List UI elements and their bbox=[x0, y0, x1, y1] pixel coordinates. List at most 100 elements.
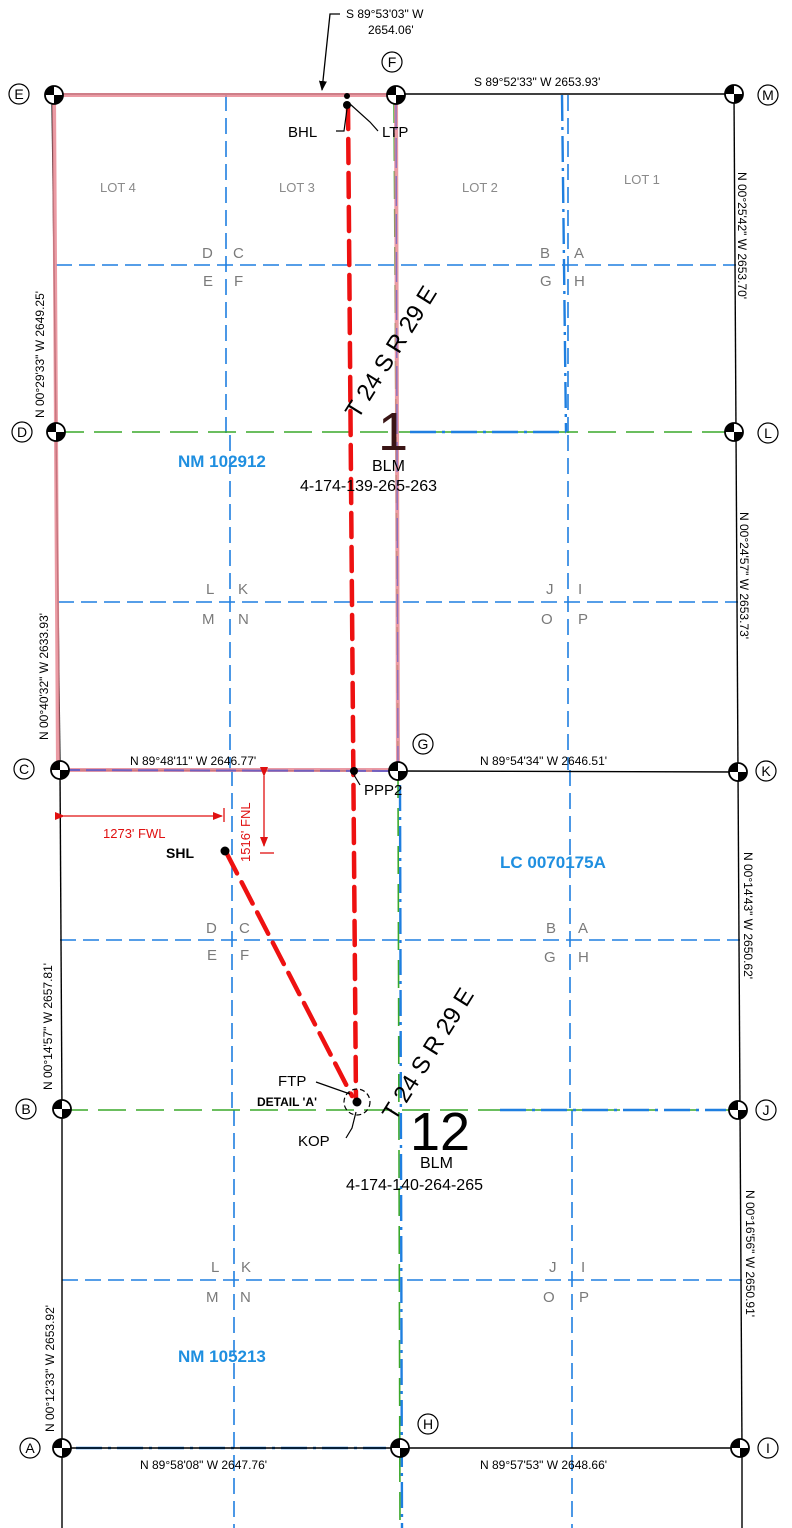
section-12-agency: BLM bbox=[420, 1155, 453, 1172]
svg-text:G: G bbox=[418, 736, 429, 752]
svg-text:D: D bbox=[17, 424, 27, 440]
svg-text:H: H bbox=[423, 1416, 433, 1432]
svg-text:C: C bbox=[19, 761, 29, 777]
monument-d bbox=[46, 422, 66, 442]
well-point-markers bbox=[220, 93, 362, 1107]
svg-text:G: G bbox=[544, 949, 556, 966]
bearing-l-k: N 00°24'57" W 2653.73' bbox=[737, 512, 751, 639]
bearing-b-a: N 00°12'33" W 2653.92' bbox=[43, 1305, 57, 1432]
svg-text:M: M bbox=[206, 1289, 219, 1306]
monument-h bbox=[390, 1438, 410, 1458]
svg-text:I: I bbox=[581, 1259, 585, 1276]
monument-m bbox=[724, 84, 744, 104]
svg-text:L: L bbox=[206, 581, 214, 598]
corner-h-label: H bbox=[417, 1413, 439, 1435]
svg-text:A: A bbox=[578, 920, 588, 937]
svg-text:E: E bbox=[203, 273, 213, 290]
svg-text:H: H bbox=[578, 949, 589, 966]
callout-distance: 2654.06' bbox=[368, 23, 414, 37]
section-12-number: 12 bbox=[410, 1102, 470, 1162]
svg-text:P: P bbox=[578, 611, 588, 628]
offset-fnl: 1516' FNL bbox=[238, 802, 253, 862]
label-detail-a: DETAIL 'A' bbox=[257, 1095, 317, 1109]
section-line-overlay bbox=[59, 769, 397, 772]
corner-labels: E F M D L C G K B J A H I bbox=[8, 51, 779, 1459]
qq-s12-se: J I O P bbox=[543, 1259, 589, 1306]
label-kop: KOP bbox=[298, 1133, 330, 1150]
qq-s12-nw: D C E F bbox=[206, 920, 250, 964]
detail-a-circle bbox=[343, 1088, 371, 1116]
svg-text:G: G bbox=[540, 273, 552, 290]
bearing-m-l: N 00°25'42" W 2653.70' bbox=[735, 172, 749, 299]
lease-lc-0070175a: LC 0070175A bbox=[500, 853, 606, 872]
label-ftp: FTP bbox=[278, 1073, 306, 1090]
corner-g-label: G bbox=[412, 733, 434, 755]
svg-text:J: J bbox=[546, 581, 554, 598]
svg-text:I: I bbox=[578, 581, 582, 598]
corner-c-label: C bbox=[13, 758, 35, 780]
bearing-f-m: S 89°52'33" W 2653.93' bbox=[474, 75, 600, 89]
label-ltp: LTP bbox=[382, 124, 408, 141]
bearing-k-j: N 00°14'43" W 2650.62' bbox=[741, 852, 755, 979]
bearing-j-i: N 00°16'56" W 2650.91' bbox=[743, 1190, 757, 1317]
corner-m-label: M bbox=[757, 84, 779, 106]
lot-2: LOT 2 bbox=[462, 180, 498, 195]
corner-monuments bbox=[44, 84, 750, 1458]
svg-text:B: B bbox=[21, 1101, 30, 1117]
lease-line-overlay bbox=[395, 99, 399, 769]
svg-text:E: E bbox=[14, 86, 23, 102]
wellbore-path bbox=[223, 102, 359, 1105]
qq-s1-se: J I O P bbox=[541, 581, 588, 628]
quarter-lines bbox=[56, 94, 734, 1528]
section-1-number: 1 bbox=[378, 402, 408, 462]
callout-bearing: S 89°53'03" W bbox=[346, 7, 424, 21]
bearing-g-k: N 89°54'34" W 2646.51' bbox=[480, 754, 607, 768]
monument-j bbox=[728, 1100, 748, 1120]
monument-b bbox=[52, 1099, 72, 1119]
lot-4: LOT 4 bbox=[100, 180, 136, 195]
lot-3: LOT 3 bbox=[279, 180, 315, 195]
svg-text:C: C bbox=[239, 920, 250, 937]
quarter-quarter-lines bbox=[56, 95, 742, 1528]
lease-nm-102912: NM 102912 bbox=[178, 452, 266, 471]
monument-i bbox=[730, 1438, 750, 1458]
svg-text:K: K bbox=[761, 763, 771, 779]
bearing-c-b: N 00°14'57" W 2657.81' bbox=[41, 963, 55, 1090]
svg-text:F: F bbox=[234, 273, 243, 290]
corner-k-label: K bbox=[755, 760, 777, 782]
offset-fwl: 1273' FWL bbox=[103, 826, 165, 841]
lease-nm-105213: NM 105213 bbox=[178, 1347, 266, 1366]
offset-dimensions bbox=[55, 767, 274, 854]
monument-e bbox=[44, 85, 64, 105]
corner-d-label: D bbox=[11, 421, 33, 443]
corner-j-label: J bbox=[755, 1099, 777, 1121]
section-1-id: 4-174-139-265-263 bbox=[300, 478, 437, 495]
svg-text:O: O bbox=[541, 611, 553, 628]
lot-1: LOT 1 bbox=[624, 172, 660, 187]
svg-text:F: F bbox=[388, 54, 397, 70]
monument-l bbox=[724, 422, 744, 442]
section-1-agency: BLM bbox=[372, 458, 405, 475]
qq-s12-sw: L K M N bbox=[206, 1259, 251, 1306]
svg-text:F: F bbox=[240, 947, 249, 964]
svg-text:B: B bbox=[540, 245, 550, 262]
svg-text:M: M bbox=[202, 611, 215, 628]
svg-text:P: P bbox=[579, 1289, 589, 1306]
svg-text:E: E bbox=[207, 947, 217, 964]
callout-leader bbox=[318, 13, 340, 91]
svg-text:C: C bbox=[233, 245, 244, 262]
monument-k bbox=[728, 762, 748, 782]
label-ppp2: PPP2 bbox=[364, 782, 402, 799]
svg-text:L: L bbox=[764, 425, 772, 441]
bearing-h-i: N 89°57'53" W 2648.66' bbox=[480, 1458, 607, 1472]
bearing-c-g: N 89°48'11" W 2646.77' bbox=[130, 754, 256, 768]
monument-f bbox=[386, 85, 406, 105]
svg-text:M: M bbox=[762, 87, 774, 103]
svg-text:J: J bbox=[549, 1259, 557, 1276]
corner-e-label: E bbox=[8, 83, 30, 105]
qq-s12-ne: B A G H bbox=[544, 920, 589, 966]
corner-f-label: F bbox=[381, 51, 403, 73]
svg-text:O: O bbox=[543, 1289, 555, 1306]
qq-s1-ne: B A G H bbox=[540, 245, 585, 290]
